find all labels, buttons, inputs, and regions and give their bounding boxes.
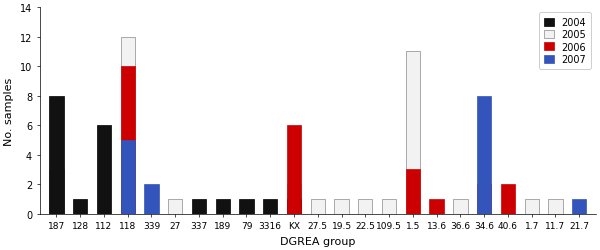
Bar [73,199,87,214]
Legend: 2004, 2005, 2006, 2007: 2004, 2005, 2006, 2007 [539,13,591,70]
Bar [430,199,444,214]
Bar [311,199,325,214]
X-axis label: DGREA group: DGREA group [280,236,355,246]
Bar [477,96,491,214]
Bar [572,199,586,214]
Bar [406,52,420,214]
Bar [382,199,396,214]
Bar [263,199,277,214]
Bar [168,199,182,214]
Bar [453,199,467,214]
Bar [334,199,349,214]
Bar [501,184,515,214]
Bar [121,199,135,214]
Bar [121,38,135,214]
Bar [49,96,64,214]
Bar [406,170,420,214]
Bar [97,126,111,214]
Bar [239,199,254,214]
Bar [524,199,539,214]
Bar [548,199,563,214]
Y-axis label: No. samples: No. samples [4,77,14,145]
Bar [287,126,301,214]
Bar [287,184,301,214]
Bar [358,199,373,214]
Bar [192,199,206,214]
Bar [215,199,230,214]
Bar [287,199,301,214]
Bar [49,170,64,214]
Bar [121,67,135,214]
Bar [145,184,158,214]
Bar [477,184,491,214]
Bar [121,140,135,214]
